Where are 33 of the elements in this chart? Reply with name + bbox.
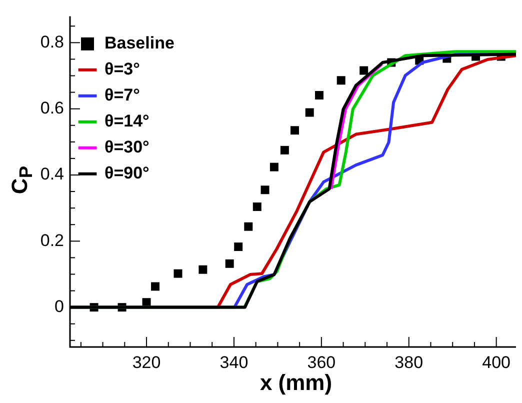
point xyxy=(234,242,243,252)
point xyxy=(290,126,299,135)
point xyxy=(360,66,368,75)
y-tick-label: 0.2 xyxy=(40,230,64,250)
point xyxy=(225,259,234,268)
x-tick-label: 360 xyxy=(307,352,336,372)
y-tick-label: 0.8 xyxy=(40,32,64,52)
x-tick-label: 340 xyxy=(220,352,248,372)
point xyxy=(198,265,208,274)
point xyxy=(142,298,151,307)
point xyxy=(174,269,182,278)
x-tick-label: 380 xyxy=(394,352,424,372)
point xyxy=(280,146,289,154)
y-tick-label: 0 xyxy=(54,296,64,316)
point xyxy=(244,222,253,231)
point xyxy=(252,202,262,211)
x-tick-label: 320 xyxy=(132,352,161,372)
point xyxy=(314,91,324,100)
legend-label: Baseline xyxy=(104,34,174,53)
x-tick-label: 400 xyxy=(482,352,511,372)
y-tick-label: 0.6 xyxy=(40,98,64,118)
point xyxy=(270,162,278,172)
point xyxy=(305,108,314,117)
point xyxy=(260,186,270,194)
legend-label: θ=3° xyxy=(104,60,140,79)
point xyxy=(151,282,160,291)
x-axis-title: x (mm) xyxy=(258,370,334,396)
legend-label: θ=90° xyxy=(104,164,150,183)
legend-label: θ=7° xyxy=(104,86,140,105)
legend-label: θ=30° xyxy=(104,138,150,157)
legend-label: θ=14° xyxy=(104,112,150,131)
y-tick-label: 0.4 xyxy=(40,164,64,184)
point xyxy=(336,76,346,85)
